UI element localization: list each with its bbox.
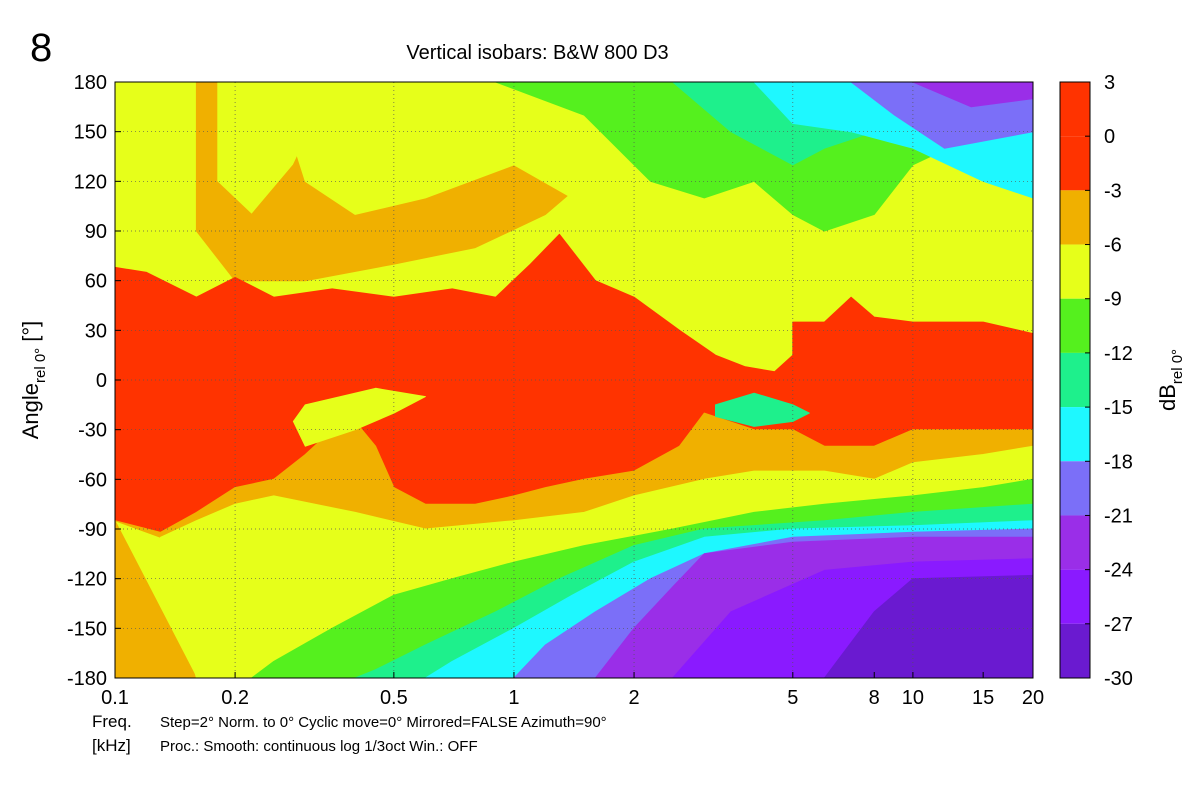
contour-region-20	[292, 387, 426, 447]
colorbar-band-4	[1060, 298, 1090, 353]
colorbar-band-6	[1060, 407, 1090, 462]
colorbar-frame	[1059, 81, 1091, 679]
x-tick-label-8: 15	[972, 687, 994, 709]
x-axis-label-freq: Freq.	[92, 712, 132, 731]
y-axis-label-sub: rel 0°	[32, 348, 49, 383]
svg-text:Anglerel 0° [°]: Anglerel 0° [°]	[18, 321, 49, 440]
colorbar-tick-label-5: -12	[1104, 343, 1133, 365]
y-tick-label-4: 60	[85, 271, 107, 293]
y-tick-label-7: -30	[78, 420, 107, 442]
y-tick-label-6: 0	[96, 370, 107, 392]
y-tick-label-5: 30	[85, 320, 107, 342]
colorbar-tick-label-4: -9	[1104, 289, 1122, 311]
x-axis-label-unit: [kHz]	[92, 736, 131, 755]
measurement-settings: Step=2° Norm. to 0° Cyclic move=0° Mirro…	[160, 714, 607, 731]
x-tick-label-2: 0.5	[380, 687, 408, 709]
y-tick-label-8: -60	[78, 469, 107, 491]
contour-region-17	[823, 574, 1033, 678]
colorbar-tick-label-7: -18	[1104, 451, 1133, 473]
contour-region-6	[912, 82, 1033, 108]
y-axis-label-unit: [°]	[18, 321, 43, 348]
colorbar-tick-label-0: 3	[1104, 72, 1115, 94]
x-tick-label-3: 1	[508, 687, 519, 709]
y-tick-label-3: 90	[85, 221, 107, 243]
colorbar-tick-label-2: -3	[1104, 180, 1122, 202]
x-tick-label-9: 20	[1022, 687, 1044, 709]
figure-number: 8	[30, 26, 53, 70]
y-tick-label-1: 150	[74, 122, 107, 144]
y-axis-label-main: Angle	[18, 383, 43, 439]
x-tick-label-1: 0.2	[221, 687, 249, 709]
y-tick-label-10: -120	[67, 569, 107, 591]
colorbar-band-1	[1060, 136, 1090, 191]
x-tick-label-5: 5	[787, 687, 798, 709]
colorbar-tick-label-6: -15	[1104, 397, 1133, 419]
colorbar-band-3	[1060, 244, 1090, 299]
colorbar-band-9	[1060, 569, 1090, 624]
svg-text:dBrel 0°: dBrel 0°	[1155, 349, 1186, 411]
y-tick-label-9: -90	[78, 519, 107, 541]
colorbar-band-8	[1060, 515, 1090, 570]
colorbar-tick-label-10: -27	[1104, 614, 1133, 636]
x-axis-ticks: 0.1 0.2 0.5 1 2 5 8 10 15 20	[101, 672, 1044, 709]
colorbar-tick-label-9: -24	[1104, 560, 1133, 582]
x-tick-label-6: 8	[869, 687, 880, 709]
colorbar-band-10	[1060, 623, 1090, 678]
processing-settings: Proc.: Smooth: continuous log 1/3oct Win…	[160, 738, 478, 755]
colorbar	[1059, 81, 1091, 679]
y-tick-label-2: 120	[74, 171, 107, 193]
colorbar-label-sub: rel 0°	[1169, 349, 1186, 384]
y-tick-label-12: -180	[67, 668, 107, 690]
colorbar-label: dBrel 0°	[1155, 349, 1186, 411]
x-tick-label-7: 10	[902, 687, 924, 709]
y-tick-label-0: 180	[74, 72, 107, 94]
colorbar-band-7	[1060, 461, 1090, 516]
chart-title: Vertical isobars: B&W 800 D3	[406, 42, 669, 64]
x-tick-label-0: 0.1	[101, 687, 129, 709]
y-axis-label: Anglerel 0° [°]	[18, 321, 49, 440]
y-tick-label-11: -150	[67, 618, 107, 640]
colorbar-tick-label-8: -21	[1104, 505, 1133, 527]
x-tick-label-4: 2	[628, 687, 639, 709]
colorbar-tick-label-3: -6	[1104, 235, 1122, 257]
colorbar-band-5	[1060, 352, 1090, 408]
y-axis-ticks: 180 150 120 90 60 30 0 -30 -60 -90 -120 -150 -180	[67, 72, 121, 690]
colorbar-label-main: dB	[1155, 384, 1180, 411]
colorbar-tick-label-1: 0	[1104, 126, 1115, 148]
contour-region-18	[715, 392, 810, 427]
colorbar-band-2	[1060, 190, 1090, 245]
colorbar-band-0	[1060, 82, 1090, 137]
colorbar-tick-label-11: -30	[1104, 668, 1133, 690]
contour-region-9	[115, 520, 197, 678]
colorbar-ticks: 3 0 -3 -6 -9 -12 -15 -18 -21 -24 -27 -30	[1085, 72, 1133, 690]
grid	[115, 82, 1034, 678]
